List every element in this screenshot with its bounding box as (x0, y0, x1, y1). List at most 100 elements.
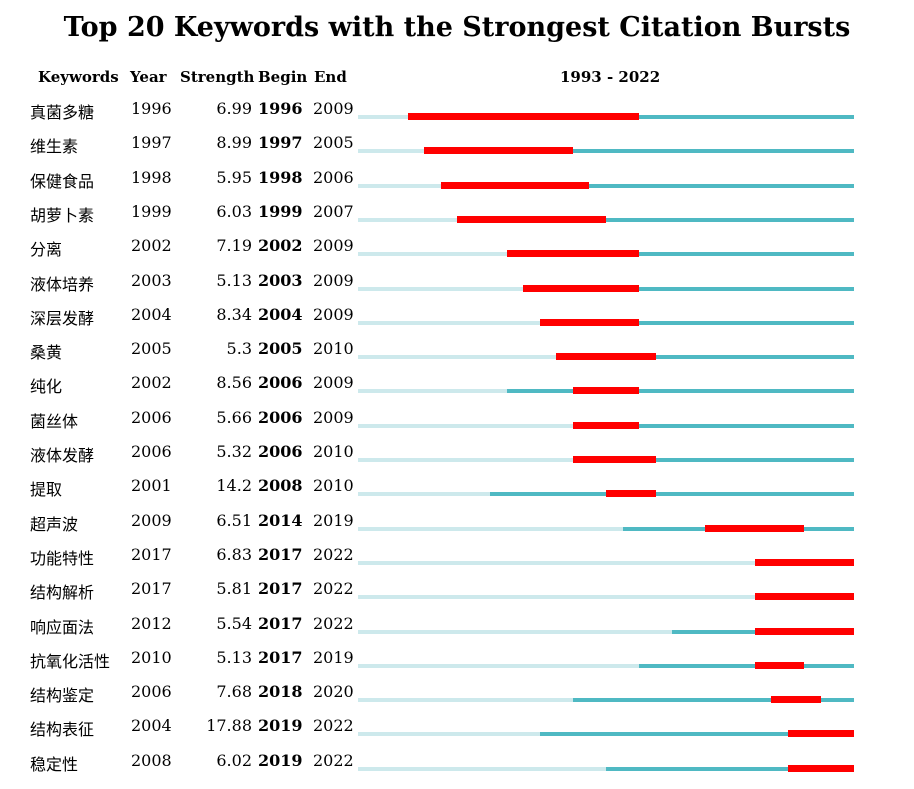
begin-cell: 2017 (258, 613, 303, 633)
strength-cell: 8.99 (216, 133, 252, 153)
end-cell: 2010 (313, 476, 354, 496)
begin-cell: 2003 (258, 270, 303, 290)
timeline-pre-segment (358, 560, 755, 565)
header-end: End (314, 68, 347, 86)
keyword-cell: 抗氧化活性 (30, 651, 111, 671)
table-row: 液体培养 2003 5.13 2003 2009 (0, 267, 914, 301)
table-row: 提取 2001 14.2 2008 2010 (0, 472, 914, 506)
end-cell: 2022 (313, 750, 354, 770)
strength-cell: 5.66 (216, 407, 252, 427)
year-cell: 2004 (131, 304, 172, 324)
year-cell: 2006 (131, 407, 172, 427)
burst-bar (754, 627, 854, 635)
timeline-active-segment (506, 389, 854, 394)
timeline-pre-segment (358, 115, 408, 119)
year-cell: 2017 (131, 544, 172, 564)
strength-cell: 6.99 (216, 99, 252, 118)
begin-cell: 1998 (258, 167, 303, 187)
begin-cell: 2006 (258, 442, 303, 461)
begin-cell: 2017 (258, 647, 303, 667)
year-cell: 1998 (131, 167, 172, 187)
strength-cell: 6.03 (216, 201, 252, 221)
year-cell: 2006 (131, 682, 172, 702)
end-cell: 2010 (313, 442, 354, 461)
burst-bar (539, 318, 640, 326)
header-begin: Begin (258, 68, 308, 86)
burst-bar (572, 421, 640, 429)
timeline-pre-segment (358, 355, 557, 360)
begin-cell: 2008 (258, 476, 303, 496)
table-row: 功能特性 2017 6.83 2017 2022 (0, 541, 914, 575)
timeline-active-segment (639, 663, 854, 668)
timeline-active-segment (457, 217, 854, 222)
keyword-cell: 结构表征 (30, 720, 95, 740)
keyword-cell: 液体发酵 (30, 446, 95, 465)
end-cell: 2022 (313, 613, 354, 633)
timeline-active-segment (539, 320, 854, 325)
burst-bar (572, 456, 656, 463)
strength-cell: 7.19 (216, 236, 252, 256)
timeline-pre-segment (358, 766, 606, 771)
begin-cell: 2017 (258, 579, 303, 599)
timeline-active-segment (606, 766, 854, 771)
table-row: 抗氧化活性 2010 5.13 2017 2019 (0, 644, 914, 678)
timeline-pre-segment (358, 389, 507, 394)
strength-cell: 14.2 (216, 476, 252, 496)
timeline-active-segment (539, 732, 854, 737)
burst-bar (754, 593, 854, 601)
timeline-active-segment (440, 183, 854, 188)
header-year-range: 1993 - 2022 (560, 68, 661, 86)
keyword-cell: 纯化 (30, 377, 63, 397)
table-row: 结构鉴定 2006 7.68 2018 2020 (0, 678, 914, 712)
begin-cell: 2006 (258, 407, 303, 427)
year-cell: 1999 (131, 201, 172, 221)
year-cell: 2006 (131, 442, 172, 461)
table-row: 响应面法 2012 5.54 2017 2022 (0, 610, 914, 644)
keyword-cell: 分离 (30, 240, 63, 260)
end-cell: 2022 (313, 716, 354, 736)
burst-bar (787, 730, 854, 738)
keyword-cell: 稳定性 (30, 754, 79, 774)
table-row: 保健食品 1998 5.95 1998 2006 (0, 164, 914, 198)
end-cell: 2009 (313, 373, 354, 393)
end-cell: 2009 (313, 236, 354, 256)
begin-cell: 2005 (258, 339, 303, 359)
table-row: 液体发酵 2006 5.32 2006 2010 (0, 438, 914, 472)
year-cell: 2002 (131, 373, 172, 393)
table-row: 真菌多糖 1996 6.99 1996 2009 (0, 95, 914, 129)
chart-title: Top 20 Keywords with the Strongest Citat… (63, 12, 851, 43)
timeline-pre-segment (358, 252, 507, 257)
end-cell: 2022 (313, 544, 354, 564)
burst-bar (606, 490, 656, 498)
timeline-pre-segment (358, 458, 573, 462)
table-row: 结构表征 2004 17.88 2019 2022 (0, 712, 914, 746)
timeline-active-segment (556, 355, 854, 360)
timeline-pre-segment (358, 595, 755, 600)
burst-bar (440, 181, 590, 189)
keyword-cell: 结构鉴定 (30, 686, 95, 706)
strength-cell: 5.3 (226, 339, 252, 359)
begin-cell: 2017 (258, 544, 303, 564)
year-cell: 2017 (131, 579, 172, 599)
burst-bar (771, 696, 821, 704)
year-cell: 2004 (131, 716, 172, 736)
timeline-active-segment (490, 492, 854, 497)
begin-cell: 1997 (258, 133, 303, 153)
table-row: 分离 2002 7.19 2002 2009 (0, 232, 914, 266)
burst-bar (556, 353, 656, 361)
strength-cell: 7.68 (216, 682, 252, 702)
timeline-pre-segment (358, 320, 540, 325)
strength-cell: 6.51 (216, 510, 252, 530)
end-cell: 2020 (313, 682, 354, 702)
table-row: 胡萝卜素 1999 6.03 1999 2007 (0, 198, 914, 232)
strength-cell: 8.34 (216, 304, 252, 324)
keyword-cell: 结构解析 (30, 583, 95, 603)
burst-bar (787, 764, 854, 772)
timeline-pre-segment (358, 423, 573, 428)
strength-cell: 6.83 (216, 544, 252, 564)
timeline-active-segment (572, 423, 854, 428)
end-cell: 2010 (313, 339, 354, 359)
timeline-pre-segment (358, 629, 673, 634)
table-row: 桑黄 2005 5.3 2005 2010 (0, 335, 914, 369)
timeline-pre-segment (358, 732, 540, 737)
